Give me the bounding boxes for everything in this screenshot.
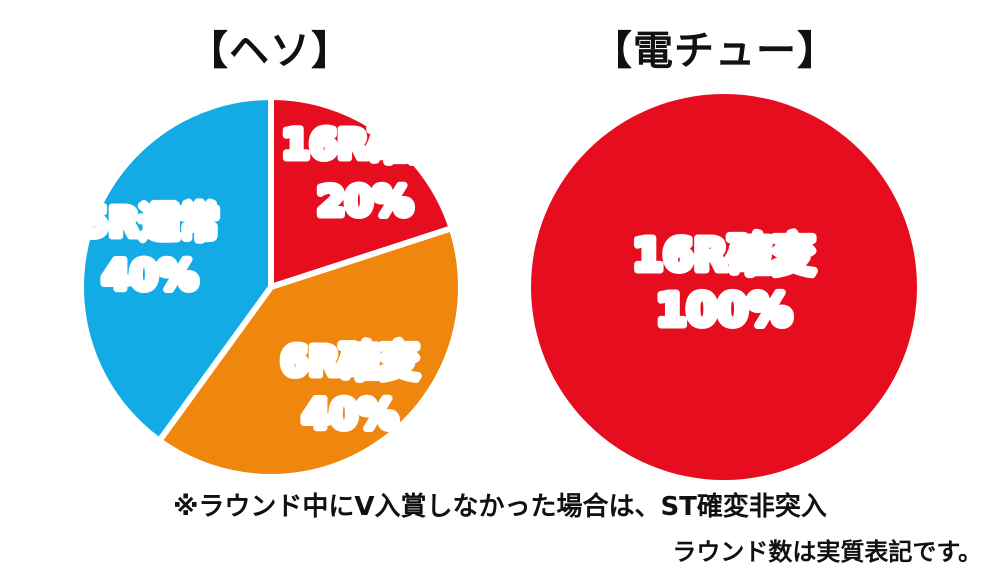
footnote-v-entry: ※ラウンド中にV入賞しなかった場合は、ST確変非突入 [173, 492, 827, 522]
pie-0-slice-1-label: 6R確変 [281, 339, 420, 385]
pie-1-slice-0-value-label: 100% [656, 285, 792, 336]
heso-pie-title: 【ヘソ】 [188, 28, 352, 74]
denchu-pie-title: 【電チュー】 [592, 28, 838, 74]
pie-0-slice-0 [268, 93, 456, 292]
pie-0-slice-2-value-label: 40% [102, 253, 198, 299]
pie-1-slice-0-label: 16R確変 [632, 230, 815, 281]
pie-0-slice-2-label: 5R通常 [81, 200, 220, 246]
pie-0-slice-1 [155, 224, 464, 480]
pie-0-slice-1-value-label: 40% [302, 392, 398, 438]
pie-0-slice-0-value-label: 20% [317, 179, 413, 225]
pie-0-slice-2 [78, 93, 274, 445]
footnote-round-count: ラウンド数は実質表記です。 [672, 538, 982, 566]
pie-0-slice-0-label: 16R確変 [282, 122, 448, 168]
pie-1-slice-0 [531, 94, 917, 480]
